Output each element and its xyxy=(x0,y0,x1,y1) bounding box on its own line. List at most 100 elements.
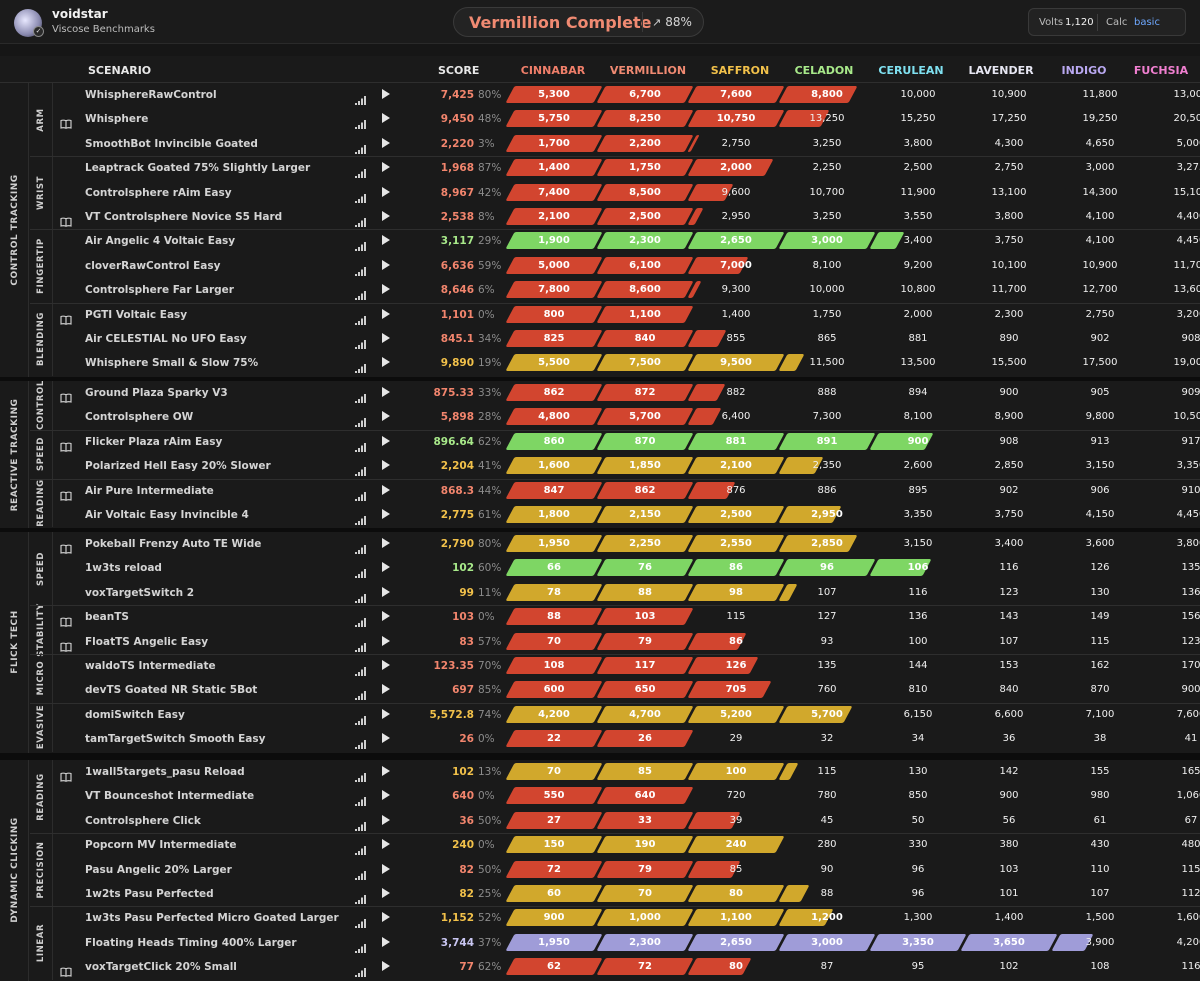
play-scenario-icon[interactable] xyxy=(382,936,390,947)
scenario-name[interactable]: Leaptrack Goated 75% Slightly Larger xyxy=(85,162,311,175)
play-scenario-icon[interactable] xyxy=(382,684,390,695)
play-scenario-icon[interactable] xyxy=(382,435,390,446)
play-scenario-icon[interactable] xyxy=(382,186,390,197)
play-scenario-icon[interactable] xyxy=(382,89,390,99)
play-scenario-icon[interactable] xyxy=(382,333,390,343)
table-row[interactable]: Air CELESTIAL No UFO Easy 845.1 34% 825 840 8… xyxy=(0,327,1200,351)
table-row[interactable]: Controlsphere Click 36 50% 27 33 39 45 50 56 61 67 xyxy=(0,809,1200,833)
leaderboard-icon[interactable] xyxy=(355,962,366,978)
scenario-name[interactable]: Floating Heads Timing 400% Larger xyxy=(85,936,297,949)
scenario-name[interactable]: Air Pure Intermediate xyxy=(85,484,214,497)
leaderboard-icon[interactable] xyxy=(355,539,366,554)
guide-book-icon[interactable] xyxy=(60,310,72,325)
play-scenario-icon[interactable] xyxy=(382,562,390,573)
leaderboard-icon[interactable] xyxy=(355,285,366,301)
leaderboard-icon[interactable] xyxy=(355,334,366,349)
column-header-cinnabar[interactable]: CINNABAR xyxy=(520,64,586,77)
scenario-name[interactable]: Ground Plaza Sparky V3 xyxy=(85,387,228,399)
scenario-name[interactable]: voxTargetClick 20% Small xyxy=(85,961,237,974)
leaderboard-icon[interactable] xyxy=(355,637,366,652)
table-row[interactable]: 1wall5targets_pasu Reload 102 13% 70 85 100 11… xyxy=(0,760,1200,784)
table-row[interactable]: PGTI Voltaic Easy 1,101 0% 800 1,100 1,400 1,7… xyxy=(0,303,1200,327)
leaderboard-icon[interactable] xyxy=(355,510,366,525)
column-header-saffron[interactable]: SAFFRON xyxy=(710,64,770,77)
leaderboard-icon[interactable] xyxy=(355,212,366,227)
leaderboard-icon[interactable] xyxy=(355,437,366,452)
scenario-name[interactable]: Whisphere Small & Slow 75% xyxy=(85,357,259,370)
column-header-lavender[interactable]: LAVENDER xyxy=(968,64,1034,77)
play-scenario-icon[interactable] xyxy=(382,814,390,825)
play-scenario-icon[interactable] xyxy=(382,411,390,422)
leaderboard-icon[interactable] xyxy=(355,710,366,725)
leaderboard-icon[interactable] xyxy=(355,588,366,603)
play-scenario-icon[interactable] xyxy=(382,460,390,471)
table-row[interactable]: waldoTS Intermediate 123.35 70% 108 117 126 13… xyxy=(0,654,1200,678)
leaderboard-icon[interactable] xyxy=(355,358,366,374)
table-row[interactable]: voxTargetClick 20% Small 77 62% 62 72 80 87 95 1… xyxy=(0,955,1200,979)
table-row[interactable]: Ground Plaza Sparky V3 875.33 33% 862 872 882… xyxy=(0,381,1200,405)
column-header-celadon[interactable]: CELADON xyxy=(794,64,854,77)
table-row[interactable]: Air Angelic 4 Voltaic Easy 3,117 29% 1,900 2… xyxy=(0,229,1200,253)
table-row[interactable]: voxTargetSwitch 2 99 11% 78 88 98 107 116 123 130… xyxy=(0,581,1200,605)
leaderboard-icon[interactable] xyxy=(355,261,366,276)
scenario-name[interactable]: voxTargetSwitch 2 xyxy=(85,586,195,599)
table-row[interactable]: Floating Heads Timing 400% Larger 3,744 37… xyxy=(0,931,1200,955)
play-scenario-icon[interactable] xyxy=(382,635,390,646)
table-row[interactable]: 1w3ts reload 102 60% 66 76 86 96 106 116 126 135 xyxy=(0,556,1200,580)
scenario-name[interactable]: Controlsphere Far Larger xyxy=(85,284,234,297)
table-row[interactable]: domiSwitch Easy 5,572.8 74% 4,200 4,700 5,200… xyxy=(0,703,1200,727)
scenario-name[interactable]: PGTI Voltaic Easy xyxy=(85,308,188,321)
scenario-name[interactable]: 1w3ts Pasu Perfected Micro Goated Larger xyxy=(85,912,339,925)
leaderboard-icon[interactable] xyxy=(355,734,366,750)
play-scenario-icon[interactable] xyxy=(382,912,390,923)
column-header-fuchsia[interactable]: FUCHSIA xyxy=(1133,64,1189,77)
leaderboard-icon[interactable] xyxy=(355,865,366,880)
scenario-name[interactable]: tamTargetSwitch Smooth Easy xyxy=(85,733,266,746)
scenario-name[interactable]: beanTS xyxy=(85,611,129,624)
scenario-name[interactable]: domiSwitch Easy xyxy=(85,708,185,721)
table-row[interactable]: Air Pure Intermediate 868.3 44% 847 862 876 88… xyxy=(0,479,1200,503)
scenario-name[interactable]: Flicker Plaza rAim Easy xyxy=(85,435,223,448)
play-scenario-icon[interactable] xyxy=(382,660,390,670)
guide-book-icon[interactable] xyxy=(60,388,72,403)
leaderboard-icon[interactable] xyxy=(355,188,366,203)
table-row[interactable]: VT Controlsphere Novice S5 Hard 2,538 8% 2,… xyxy=(0,205,1200,229)
scenario-name[interactable]: Pasu Angelic 20% Larger xyxy=(85,863,232,876)
leaderboard-icon[interactable] xyxy=(355,791,366,807)
play-scenario-icon[interactable] xyxy=(382,888,390,898)
table-row[interactable]: tamTargetSwitch Smooth Easy 26 0% 22 26 29 32 3… xyxy=(0,727,1200,751)
guide-book-icon[interactable] xyxy=(60,539,72,554)
play-scenario-icon[interactable] xyxy=(382,387,390,397)
scenario-name[interactable]: waldoTS Intermediate xyxy=(85,660,216,672)
scenario-name[interactable]: Polarized Hell Easy 20% Slower xyxy=(85,460,271,473)
leaderboard-icon[interactable] xyxy=(355,913,366,929)
leaderboard-icon[interactable] xyxy=(355,661,366,676)
guide-book-icon[interactable] xyxy=(60,437,72,452)
leaderboard-icon[interactable] xyxy=(355,563,366,579)
leaderboard-icon[interactable] xyxy=(355,163,366,179)
table-row[interactable]: Leaptrack Goated 75% Slightly Larger 1,96… xyxy=(0,156,1200,180)
guide-book-icon[interactable] xyxy=(60,486,72,501)
table-row[interactable]: VT Bounceshot Intermediate 640 0% 550 640 720… xyxy=(0,784,1200,808)
play-scenario-icon[interactable] xyxy=(382,863,390,874)
leaderboard-icon[interactable] xyxy=(355,114,366,130)
scenario-name[interactable]: VT Bounceshot Intermediate xyxy=(85,790,255,803)
column-header-cerulean[interactable]: CERULEAN xyxy=(878,64,944,77)
column-header-vermillion[interactable]: VERMILLION xyxy=(609,64,687,77)
leaderboard-icon[interactable] xyxy=(355,685,366,701)
scenario-name[interactable]: 1wall5targets_pasu Reload xyxy=(85,766,245,778)
table-row[interactable]: beanTS 103 0% 88 103 115 127 136 143 149 156 xyxy=(0,605,1200,629)
play-scenario-icon[interactable] xyxy=(382,357,390,368)
table-row[interactable]: 1w3ts Pasu Perfected Micro Goated Larger… xyxy=(0,906,1200,930)
guide-book-icon[interactable] xyxy=(60,767,72,782)
leaderboard-icon[interactable] xyxy=(355,938,366,953)
column-header-indigo[interactable]: INDIGO xyxy=(1061,64,1107,77)
scenario-name[interactable]: Controlsphere OW xyxy=(85,411,194,424)
table-row[interactable]: FloatTS Angelic Easy 83 57% 70 79 86 93 100 107 1… xyxy=(0,630,1200,654)
scenario-name[interactable]: Controlsphere rAim Easy xyxy=(85,186,232,199)
leaderboard-icon[interactable] xyxy=(355,486,366,501)
leaderboard-icon[interactable] xyxy=(355,139,366,154)
guide-book-icon[interactable] xyxy=(60,637,72,652)
scenario-name[interactable]: Air Voltaic Easy Invincible 4 xyxy=(85,509,249,521)
scenario-name[interactable]: 1w3ts reload xyxy=(85,562,162,575)
